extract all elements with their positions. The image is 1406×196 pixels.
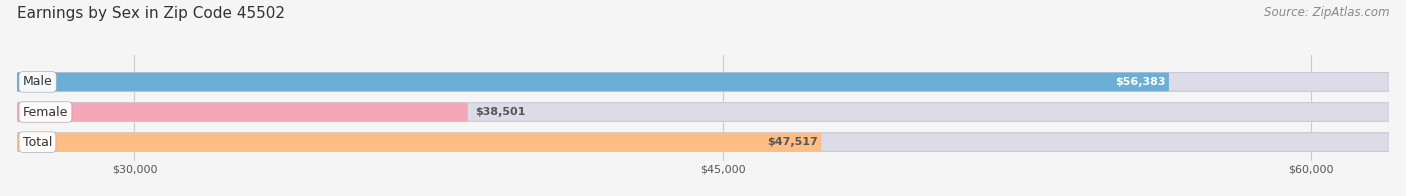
- Text: Total: Total: [22, 136, 52, 149]
- Text: Female: Female: [22, 105, 67, 119]
- FancyBboxPatch shape: [17, 73, 1389, 91]
- Text: Male: Male: [22, 75, 52, 88]
- Text: $47,517: $47,517: [768, 137, 818, 147]
- Text: $38,501: $38,501: [475, 107, 526, 117]
- Text: Earnings by Sex in Zip Code 45502: Earnings by Sex in Zip Code 45502: [17, 6, 285, 21]
- FancyBboxPatch shape: [17, 73, 1168, 91]
- Text: $56,383: $56,383: [1115, 77, 1166, 87]
- FancyBboxPatch shape: [17, 103, 1389, 121]
- FancyBboxPatch shape: [17, 103, 468, 121]
- FancyBboxPatch shape: [17, 133, 1389, 151]
- Text: Source: ZipAtlas.com: Source: ZipAtlas.com: [1264, 6, 1389, 19]
- FancyBboxPatch shape: [17, 133, 821, 151]
